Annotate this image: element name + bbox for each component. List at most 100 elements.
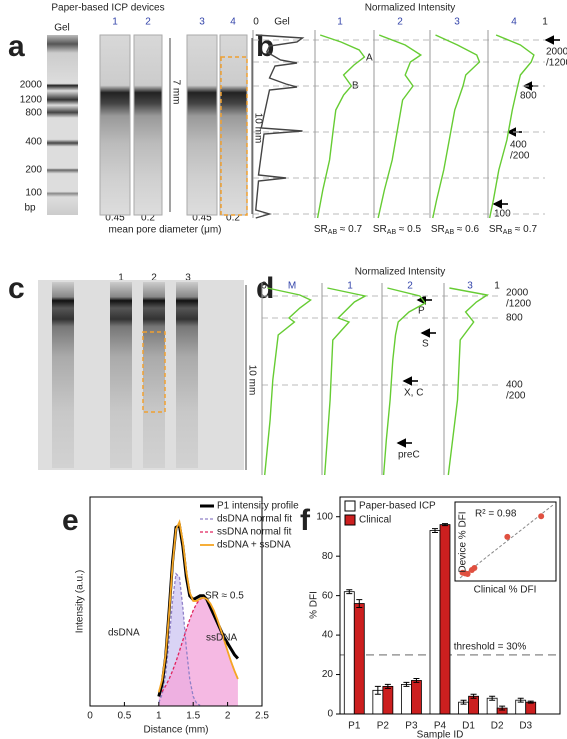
y-tick-label: 100: [316, 511, 333, 522]
band-label: X, C: [404, 388, 423, 399]
area: [158, 573, 201, 706]
line: [158, 572, 201, 706]
legend-label: dsDNA + ssDNA: [217, 540, 291, 551]
x-tick-label: P1: [348, 721, 361, 732]
x-tick-label: 2: [225, 711, 231, 722]
lane-label: 1: [118, 273, 124, 284]
panel-title: Paper-based ICP devices: [51, 3, 164, 14]
error-bar: [499, 705, 506, 711]
ladder-label: 100: [25, 188, 42, 199]
annotation: dsDNA: [108, 628, 140, 639]
bar: [401, 684, 412, 715]
size-label: 2000: [506, 288, 529, 299]
threshold-label: threshold = 30%: [454, 641, 527, 652]
lane-number: 1: [337, 17, 343, 28]
size-label: /1200: [546, 58, 567, 69]
error-bar: [413, 677, 420, 683]
bar: [439, 524, 451, 715]
intensity-profile: [447, 287, 490, 476]
panel-letter: d: [256, 272, 274, 305]
lane-number: 2: [145, 17, 151, 28]
error-bar: [527, 700, 534, 704]
lane-number: 2: [397, 17, 403, 28]
intensity-profile: [432, 34, 481, 219]
lane-label: 3: [185, 273, 191, 284]
gel-lane: [186, 34, 218, 216]
error-bar: [374, 685, 381, 695]
length-label: 10 mm: [246, 365, 257, 396]
line: [158, 596, 239, 697]
size-label: /200: [510, 151, 530, 162]
intensity-profile: [264, 287, 312, 476]
size-label: 800: [520, 91, 537, 102]
panel-letter: c: [8, 272, 25, 305]
annotation: ssDNA: [206, 633, 237, 644]
error-bar: [442, 523, 448, 527]
panel-letter: a: [8, 30, 25, 63]
scale-label: 1: [542, 17, 548, 28]
bar: [382, 685, 394, 715]
plot-frame: [89, 496, 263, 707]
bar: [343, 591, 355, 715]
ladder-label: 2000: [20, 80, 43, 91]
gel-label: Gel: [54, 23, 70, 34]
panel-letter: f: [300, 504, 311, 537]
sr-label: SRAB ≈ 0.6: [431, 224, 480, 236]
highlight-box: [142, 331, 166, 413]
panel-title: Normalized Intensity: [365, 3, 456, 14]
error-bar: [470, 693, 477, 699]
x-tick-label: 0: [87, 711, 93, 722]
size-label: /1200: [506, 299, 531, 310]
intensity-profile: [316, 34, 366, 219]
inset-x-label: Clinical % DFI: [474, 585, 537, 596]
unit-label: bp: [24, 203, 36, 214]
ladder-label: 800: [25, 108, 42, 119]
x-tick-label: P3: [405, 721, 418, 732]
lane-number: 3: [454, 17, 460, 28]
legend-label: dsDNA normal fit: [217, 514, 292, 525]
highlight-box: [220, 56, 248, 216]
lane-number: 4: [230, 17, 236, 28]
x-tick-label: D2: [491, 721, 504, 732]
gel-lane: [219, 34, 248, 216]
legend-label: Paper-based ICP: [359, 501, 436, 512]
size-label: 100: [494, 209, 511, 220]
legend-label: P1 intensity profile: [217, 501, 299, 512]
panel-title: Normalized Intensity: [355, 267, 446, 278]
intensity-profile: [488, 34, 535, 219]
lane-number: M: [288, 281, 296, 292]
error-bar: [489, 695, 496, 701]
bar: [411, 680, 422, 715]
length-label: 7 mm: [170, 80, 181, 105]
error-bar: [356, 599, 363, 608]
gel-lane: [176, 282, 198, 468]
error-bar: [460, 699, 467, 705]
size-label: 2000: [546, 47, 567, 58]
y-tick-label: 0: [327, 709, 333, 720]
lane-number: 4: [511, 17, 517, 28]
peak-label: A: [366, 53, 373, 64]
size-label: 400: [510, 140, 527, 151]
intensity-profile: [382, 287, 427, 476]
scatter-point: [471, 565, 478, 572]
scale-label: 0: [261, 281, 267, 292]
gel-lane: [52, 282, 74, 468]
gel-lane: [47, 35, 78, 215]
size-label: 400: [506, 380, 523, 391]
lane-number: 3: [467, 281, 473, 292]
annotation: SR ≈ 0.5: [205, 591, 244, 602]
gel-label: Gel: [274, 17, 290, 28]
error-bar: [403, 681, 410, 687]
y-tick-label: 60: [322, 590, 334, 601]
band-label: preC: [398, 450, 420, 461]
band-label: S: [422, 339, 429, 350]
inset-y-label: Device % DFI: [458, 511, 469, 572]
gel-lane: [99, 34, 131, 216]
legend-swatch: [344, 514, 356, 526]
ladder-label: 1200: [20, 95, 43, 106]
line: [157, 519, 239, 693]
y-axis-label: Intensity (a.u.): [75, 570, 86, 633]
error-bar: [384, 683, 391, 689]
